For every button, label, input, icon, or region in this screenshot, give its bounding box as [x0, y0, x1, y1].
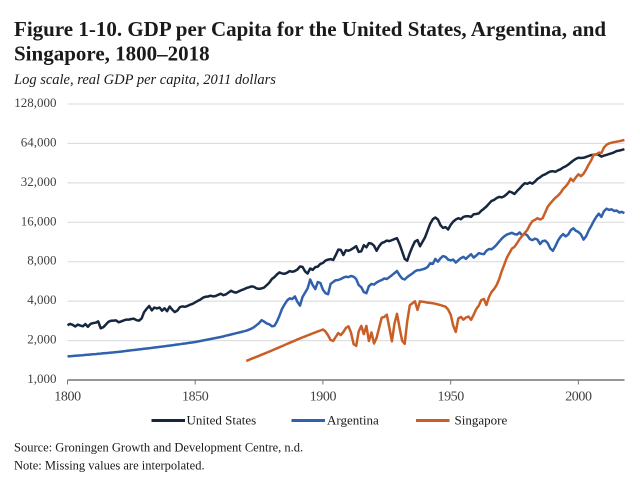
svg-text:Source: Groningen Growth and D: Source: Groningen Growth and Development…	[14, 441, 303, 455]
svg-text:4,000: 4,000	[27, 292, 56, 307]
svg-text:16,000: 16,000	[21, 213, 57, 228]
svg-text:Log scale, real GDP per capita: Log scale, real GDP per capita, 2011 dol…	[13, 72, 276, 88]
svg-text:1900: 1900	[310, 390, 337, 405]
svg-text:Note: Missing values are inter: Note: Missing values are interpolated.	[14, 458, 205, 472]
svg-text:1850: 1850	[182, 390, 209, 405]
svg-text:2000: 2000	[565, 390, 592, 405]
svg-text:Singapore: Singapore	[455, 413, 508, 428]
svg-text:Figure 1-10. GDP per Capita fo: Figure 1-10. GDP per Capita for the Unit…	[14, 17, 606, 41]
svg-text:1800: 1800	[54, 390, 81, 405]
svg-text:1950: 1950	[437, 390, 464, 405]
svg-text:128,000: 128,000	[14, 95, 56, 110]
svg-text:Singapore, 1800–2018: Singapore, 1800–2018	[14, 42, 210, 66]
svg-text:Argentina: Argentina	[327, 413, 379, 428]
svg-text:United States: United States	[187, 413, 257, 428]
svg-text:1,000: 1,000	[27, 371, 56, 386]
svg-text:64,000: 64,000	[21, 134, 57, 149]
svg-text:2,000: 2,000	[27, 332, 56, 347]
svg-text:32,000: 32,000	[21, 174, 57, 189]
svg-text:8,000: 8,000	[27, 253, 56, 268]
